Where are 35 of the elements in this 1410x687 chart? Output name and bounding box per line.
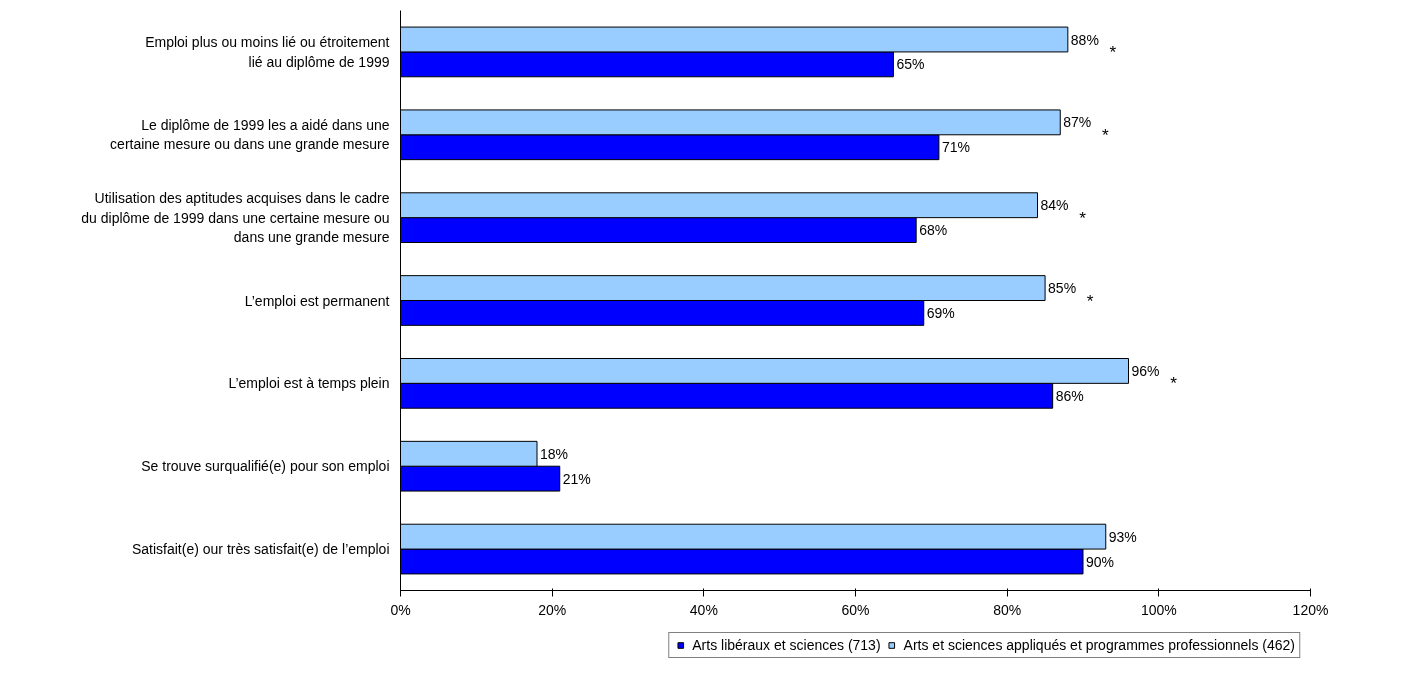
y-tick-label: Se trouve surqualifié(e) pour son emploi bbox=[141, 458, 390, 475]
text: 69% bbox=[926, 304, 955, 321]
x-tick-label: 0% bbox=[390, 601, 411, 618]
legend-label: Arts libéraux et sciences (713) bbox=[692, 637, 881, 653]
x-tick-label: 40% bbox=[689, 601, 718, 618]
text: 85% bbox=[1048, 280, 1077, 297]
x-tick-label: 20% bbox=[538, 601, 567, 618]
annotation: * bbox=[1079, 207, 1087, 228]
y-tick-label: L’emploi est permanent bbox=[244, 292, 390, 309]
text: 87% bbox=[1063, 114, 1092, 131]
text: 93% bbox=[1108, 528, 1137, 545]
x-tick-label: 100% bbox=[1140, 601, 1177, 618]
y-tick-label: L’emploi est à temps plein bbox=[228, 375, 390, 392]
x-tick-label: 60% bbox=[841, 601, 870, 618]
text: 88% bbox=[1070, 31, 1099, 48]
text: 84% bbox=[1040, 197, 1069, 214]
annotation: * bbox=[1109, 41, 1117, 62]
legend-label: Arts et sciences appliqués et programmes professionnels (462) bbox=[903, 637, 1295, 653]
annotation: * bbox=[1086, 290, 1094, 311]
text: 96% bbox=[1131, 362, 1160, 379]
text: 86% bbox=[1055, 387, 1084, 404]
y-tick-label: Utilisation des aptitudes acquises dans le cadre du diplôme de 1999 dans une certaine mesure ou dans une grande mesure bbox=[81, 190, 390, 245]
text: 21% bbox=[562, 470, 591, 487]
x-tick-label: 80% bbox=[993, 601, 1022, 618]
text: 68% bbox=[919, 222, 948, 239]
annotation: * bbox=[1101, 124, 1109, 145]
text: 65% bbox=[896, 56, 925, 73]
x-tick-label: 120% bbox=[1292, 601, 1329, 618]
y-tick-label: Satisfait(e) our très satisfait(e) de l’emploi bbox=[131, 541, 390, 558]
y-tick-label: Le diplôme de 1999 les a aidé dans une certaine mesure ou dans une grande mesure bbox=[110, 117, 390, 153]
text: 90% bbox=[1086, 553, 1115, 570]
text: 71% bbox=[941, 139, 970, 156]
y-tick-label: Emploi plus ou moins lié ou étroitement lié au diplôme de 1999 bbox=[145, 34, 390, 70]
text: 18% bbox=[540, 445, 569, 462]
annotation: * bbox=[1170, 373, 1178, 394]
